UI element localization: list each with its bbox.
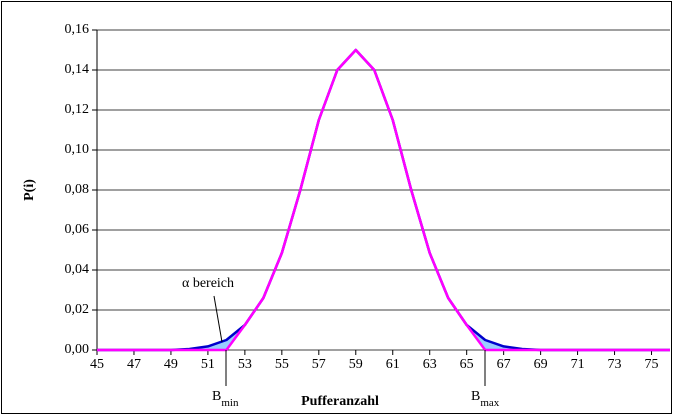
annotation-sub: max xyxy=(480,397,499,409)
x-tick-label: 69 xyxy=(534,357,548,372)
x-tick-label: 57 xyxy=(312,357,326,372)
x-tick-label: 55 xyxy=(275,357,289,372)
series-line xyxy=(97,48,670,352)
y-tick-label: 0,16 xyxy=(65,22,90,37)
x-tick-label: 67 xyxy=(497,357,511,372)
y-tick-label: 0,14 xyxy=(65,62,90,77)
x-tick-label: 47 xyxy=(127,357,141,372)
x-tick-label: 45 xyxy=(90,357,104,372)
annotation-pointer xyxy=(213,295,223,343)
annotation: Bmin xyxy=(212,389,239,408)
x-tick-label: 75 xyxy=(645,357,659,372)
y-tick-label: 0,00 xyxy=(65,342,90,357)
x-tick-label: 73 xyxy=(608,357,622,372)
y-axis-title: P(i) xyxy=(22,179,37,201)
x-tick-label: 51 xyxy=(201,357,215,372)
annotation-sub: min xyxy=(221,397,239,409)
annotation: Bmax xyxy=(471,389,500,408)
x-tick-label: 53 xyxy=(238,357,252,372)
annotation-main: B xyxy=(212,389,221,404)
x-tick-label: 65 xyxy=(460,357,474,372)
y-tick-label: 0,10 xyxy=(65,142,90,157)
y-tick-label: 0,06 xyxy=(65,222,90,237)
x-tick-label: 63 xyxy=(423,357,437,372)
x-tick-label: 49 xyxy=(164,357,178,372)
x-tick-label: 61 xyxy=(386,357,400,372)
x-tick-label: 71 xyxy=(571,357,585,372)
y-tick-label: 0,04 xyxy=(65,262,90,277)
annotation: α bereich xyxy=(182,276,234,291)
plot: 0,00 0,02 0,04 0,06 0,08 0,10 0,12 0,14 0,16 45 47… xyxy=(65,22,670,372)
y-tick-label: 0,12 xyxy=(65,102,90,117)
y-tick-label: 0,08 xyxy=(65,182,90,197)
x-tick-label: 59 xyxy=(349,357,363,372)
x-axis-title: Pufferanzahl xyxy=(301,394,379,409)
y-tick-label: 0,02 xyxy=(65,302,90,317)
annotation-main: B xyxy=(471,389,480,404)
